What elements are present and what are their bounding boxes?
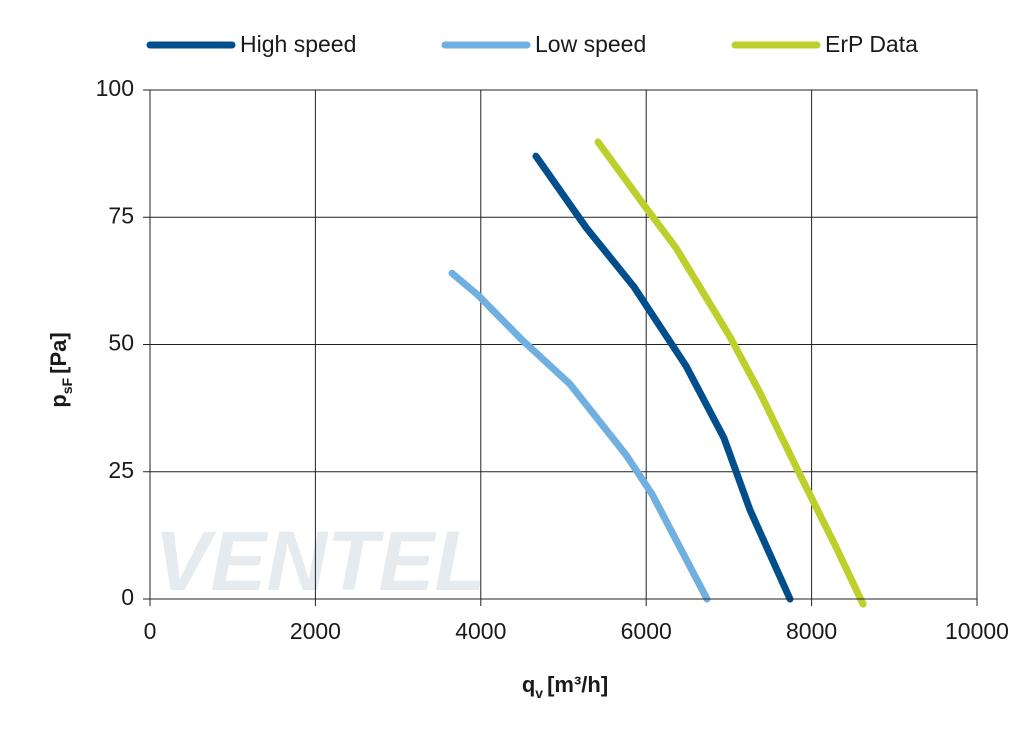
x-tick-label: 2000: [290, 618, 341, 644]
x-tick-label: 6000: [621, 618, 672, 644]
x-label-unit: [m³/h]: [547, 672, 608, 697]
line-series: [532, 152, 794, 603]
x-label-main: q: [522, 672, 535, 697]
legend-label: ErP Data: [825, 31, 918, 57]
x-axis-label: qv [m³/h]: [522, 672, 608, 701]
y-tick-label: 100: [96, 75, 134, 101]
y-label-main: p: [46, 394, 71, 407]
legend-label: Low speed: [535, 31, 646, 57]
y-label-unit: [Pa]: [46, 332, 71, 374]
y-tick-label: 0: [121, 584, 134, 610]
x-label-sub: v: [535, 685, 543, 701]
x-tick-label: 8000: [786, 618, 837, 644]
y-tick-label: 50: [108, 330, 134, 356]
x-tick-label: 10000: [945, 618, 1009, 644]
y-label-sub: sF: [59, 377, 75, 394]
legend-label: High speed: [240, 31, 356, 57]
line-series: [594, 138, 867, 608]
x-tick-label: 4000: [455, 618, 506, 644]
plot-frame: [149, 89, 978, 600]
y-tick-label: 75: [108, 202, 134, 228]
y-tick-label: 25: [108, 457, 134, 483]
x-tick-label: 0: [144, 618, 157, 644]
line-series: [448, 269, 711, 603]
watermark: VENTEL: [154, 514, 485, 608]
y-axis-label: psF [Pa]: [46, 332, 75, 407]
